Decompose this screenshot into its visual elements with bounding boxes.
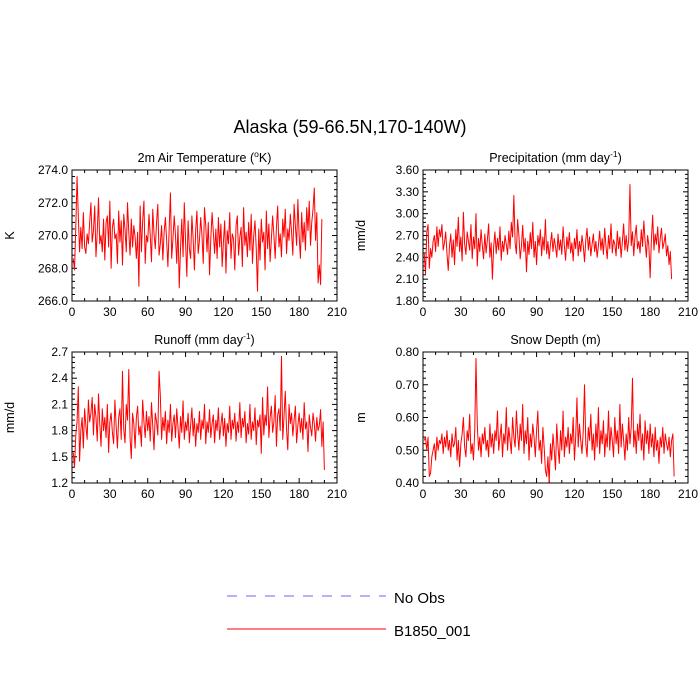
panel-3: Runoff (mm day-1) mm/d 0 30 60 90 120 150 180 210… xyxy=(3,331,347,501)
y-tick-label: 0.70 xyxy=(396,378,420,392)
x-tick-label: 120 xyxy=(564,487,584,501)
y-tick-label: 1.80 xyxy=(396,294,420,308)
x-tick-label: 60 xyxy=(141,487,155,501)
plot-frame xyxy=(422,351,689,484)
x-tick-label: 30 xyxy=(103,305,117,319)
figure-title: Alaska (59-66.5N,170-140W) xyxy=(233,117,466,137)
series-line-b1850-001 xyxy=(423,184,673,280)
y-axis-label: m xyxy=(354,412,368,422)
x-tick-label: 210 xyxy=(327,487,347,501)
panel-4: Snow Depth (m) m 0 30 60 90 120 150 180 210 0.40 0.… xyxy=(354,333,698,501)
legend-label-b1850-001: B1850_001 xyxy=(394,623,471,640)
x-tick-label: 30 xyxy=(454,305,468,319)
panel-title: Precipitation (mm day-1) xyxy=(489,149,622,165)
y-tick-label: 2.10 xyxy=(396,272,420,286)
x-tick-label: 180 xyxy=(640,487,660,501)
x-tick-label: 0 xyxy=(420,487,427,501)
y-tick-label: 3.30 xyxy=(396,185,420,199)
y-axis-label: K xyxy=(3,231,17,240)
x-tick-label: 120 xyxy=(564,305,584,319)
panel-1: 2m Air Temperature (oK) K 0 30 60 90 120 150 180… xyxy=(3,149,347,319)
y-tick-label: 266.0 xyxy=(38,294,68,308)
y-tick-label: 0.50 xyxy=(396,443,420,457)
x-tick-label: 150 xyxy=(251,487,271,501)
x-tick-label: 180 xyxy=(289,487,309,501)
plot-frame xyxy=(422,169,689,302)
x-tick-label: 210 xyxy=(678,487,698,501)
legend: No Obs B1850_001 xyxy=(227,590,471,640)
y-tick-label: 2.1 xyxy=(51,397,68,411)
legend-label-no-obs: No Obs xyxy=(394,590,445,607)
x-tick-label: 150 xyxy=(251,305,271,319)
x-tick-label: 120 xyxy=(213,487,233,501)
x-tick-label: 90 xyxy=(179,487,193,501)
y-tick-label: 270.0 xyxy=(38,229,68,243)
x-tick-label: 60 xyxy=(141,305,155,319)
y-tick-label: 268.0 xyxy=(38,261,68,275)
x-tick-label: 0 xyxy=(420,305,427,319)
y-axis-label: mm/d xyxy=(3,402,17,433)
x-tick-label: 90 xyxy=(530,487,544,501)
panel-title: Snow Depth (m) xyxy=(510,333,600,347)
x-tick-label: 150 xyxy=(602,487,622,501)
y-tick-label: 2.70 xyxy=(396,229,420,243)
y-tick-label: 1.8 xyxy=(51,424,68,438)
x-tick-label: 120 xyxy=(213,305,233,319)
y-tick-label: 2.40 xyxy=(396,250,420,264)
y-tick-label: 0.40 xyxy=(396,476,420,490)
y-tick-label: 2.4 xyxy=(51,371,68,385)
series-line-b1850-001 xyxy=(72,176,323,292)
y-tick-label: 2.7 xyxy=(51,345,68,359)
y-tick-label: 0.60 xyxy=(396,411,420,425)
series-line-b1850-001 xyxy=(72,355,325,470)
x-tick-label: 0 xyxy=(69,487,76,501)
x-tick-label: 150 xyxy=(602,305,622,319)
x-tick-label: 210 xyxy=(678,305,698,319)
plot-frame xyxy=(71,351,338,484)
y-axis-label: mm/d xyxy=(354,220,368,251)
y-tick-label: 3.00 xyxy=(396,207,420,221)
x-tick-label: 30 xyxy=(103,487,117,501)
y-tick-label: 274.0 xyxy=(38,163,68,177)
x-tick-label: 90 xyxy=(179,305,193,319)
y-tick-label: 1.5 xyxy=(51,450,68,464)
y-tick-label: 272.0 xyxy=(38,196,68,210)
plot-frame xyxy=(71,169,338,302)
panel-title: 2m Air Temperature (oK) xyxy=(138,149,272,165)
x-tick-label: 30 xyxy=(454,487,468,501)
panel-title: Runoff (mm day-1) xyxy=(154,331,254,347)
y-tick-label: 3.60 xyxy=(396,163,420,177)
x-tick-label: 210 xyxy=(327,305,347,319)
x-tick-label: 60 xyxy=(492,487,506,501)
x-tick-label: 60 xyxy=(492,305,506,319)
series-line-b1850-001 xyxy=(423,358,675,484)
panel-2: Precipitation (mm day-1) mm/d 0 30 60 90 120 15… xyxy=(354,149,698,319)
y-tick-label: 1.2 xyxy=(51,476,68,490)
panels: 2m Air Temperature (oK) K 0 30 60 90 120 150 180… xyxy=(3,149,698,501)
x-tick-label: 180 xyxy=(640,305,660,319)
x-tick-label: 0 xyxy=(69,305,76,319)
x-tick-label: 180 xyxy=(289,305,309,319)
x-tick-label: 90 xyxy=(530,305,544,319)
y-tick-label: 0.80 xyxy=(396,345,420,359)
